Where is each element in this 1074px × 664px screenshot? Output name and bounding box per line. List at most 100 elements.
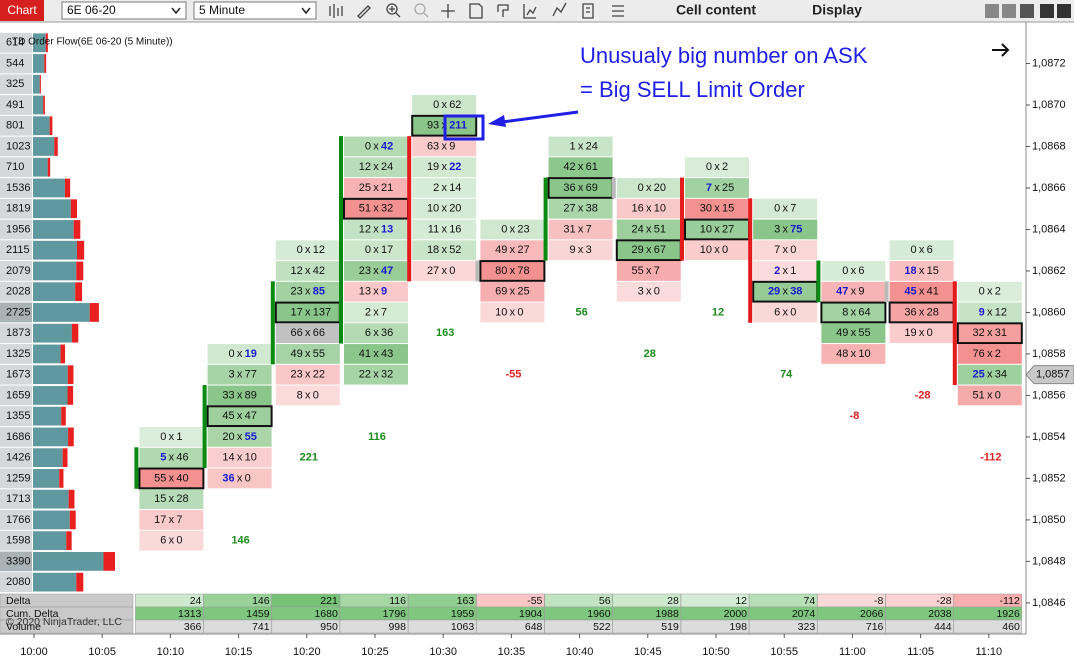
table-value: 221 (320, 595, 338, 607)
cell-separator: x (373, 286, 379, 298)
cell-bid: 8 (842, 306, 848, 318)
cell-bid: 6 (774, 306, 780, 318)
profile-bar-ask (89, 303, 99, 322)
cell-separator: x (305, 244, 311, 256)
window-buttons[interactable] (985, 4, 1071, 18)
cell-bid: 0 (706, 161, 712, 173)
cell-bid: 76 (973, 348, 985, 360)
cell-bid: 69 (495, 286, 507, 298)
cell-bid: 0 (638, 182, 644, 194)
interval-select[interactable] (193, 1, 317, 20)
cell-ask: 9 (858, 286, 864, 298)
cell-ask: 28 (927, 306, 939, 318)
menu-cell-content[interactable]: Cell content (676, 2, 756, 18)
y-tick-label: 1,0864 (1032, 223, 1066, 235)
cell-separator: x (782, 244, 788, 256)
toolbar-icons[interactable] (329, 2, 624, 19)
menu-display[interactable]: Display (812, 2, 862, 18)
y-tick-label: 1,0852 (1032, 472, 1066, 484)
cell-separator: x (441, 161, 447, 173)
annotation-arrow (501, 110, 579, 124)
cell-bid: 32 (973, 327, 985, 339)
profile-bar (33, 95, 44, 115)
table-row-label: Volume (6, 621, 41, 633)
cell-separator: x (510, 286, 516, 298)
footprint-cell (753, 240, 818, 261)
x-tick-label: 10:15 (225, 646, 253, 658)
cell-separator: x (373, 369, 379, 381)
cell-bid: 31 (563, 223, 575, 235)
y-tick-label: 1,0854 (1032, 431, 1066, 443)
profile-label: 1819 (6, 203, 30, 215)
profile-bar-ask (67, 386, 74, 405)
profile-label: 614 (6, 37, 24, 49)
cell-ask: 47 (245, 410, 257, 422)
cell-separator: x (169, 493, 175, 505)
cell-separator: x (782, 265, 788, 277)
cell-separator: x (373, 182, 379, 194)
footprint-cell (344, 261, 408, 281)
cell-bid: 12 (359, 223, 371, 235)
cell-separator: x (237, 472, 243, 484)
cell-ask: 28 (176, 493, 188, 505)
cell-separator: x (305, 306, 311, 318)
footprint-cell (139, 427, 204, 447)
scroll-arrow[interactable] (992, 43, 1010, 57)
cell-separator: x (305, 369, 311, 381)
cell-bid: 63 (427, 140, 439, 152)
footprint-cell (548, 219, 613, 240)
profile-label-bg (0, 427, 32, 447)
profile-bar (33, 240, 77, 260)
cell-ask: 38 (790, 286, 802, 298)
table-value: 1959 (451, 608, 475, 620)
footprint-cell (412, 198, 477, 219)
cell-bid: 2 (433, 182, 439, 194)
table-value: 146 (252, 595, 270, 607)
footprint-cell (480, 302, 545, 323)
cell-bid: 20 (222, 431, 234, 443)
cell-separator: x (169, 431, 175, 443)
table-value: 116 (389, 595, 406, 607)
bar-body (270, 281, 275, 365)
cell-separator: x (169, 472, 175, 484)
footprint-cell (616, 219, 681, 240)
cell-ask: 55 (313, 348, 325, 360)
footprint-cell (821, 323, 886, 344)
cell-ask: 66 (313, 327, 325, 339)
footprint-cell (344, 364, 408, 385)
y-tick-label: 1,0872 (1032, 57, 1066, 69)
profile-label: 1023 (6, 140, 30, 152)
cell-ask: 16 (449, 223, 461, 235)
cell-separator: x (714, 203, 720, 215)
cell-bid: 36 (222, 472, 234, 484)
cell-ask: 47 (381, 265, 393, 277)
chart-tab[interactable] (0, 0, 44, 21)
cell-bid: 42 (563, 161, 575, 173)
footprint-cell (412, 240, 477, 261)
profile-label-bg (0, 281, 32, 302)
footprint-cell (889, 261, 954, 281)
bar-body (134, 447, 139, 489)
footprint-cell (548, 136, 613, 157)
footprint-cell (344, 344, 408, 364)
footprint-cell (616, 281, 681, 302)
delta-label: 163 (436, 327, 454, 339)
table-value: 998 (388, 621, 406, 633)
cell-separator: x (987, 306, 993, 318)
cell-bid: 49 (836, 327, 848, 339)
delta-label: -8 (850, 410, 860, 422)
cell-separator: x (987, 348, 993, 360)
cell-ask: 0 (313, 389, 319, 401)
cell-bid: 51 (973, 389, 985, 401)
footprint-cell (275, 385, 340, 406)
y-tick-label: 1,0848 (1032, 555, 1066, 567)
bar-body (543, 177, 548, 261)
cell-bid: 0 (501, 223, 507, 235)
table-value: 28 (667, 595, 679, 607)
profile-label: 1536 (6, 182, 30, 194)
profile-bar (33, 572, 77, 592)
instrument-select[interactable] (61, 1, 187, 20)
table-value: 648 (525, 621, 543, 633)
cell-separator: x (510, 306, 516, 318)
cell-separator: x (305, 348, 311, 360)
